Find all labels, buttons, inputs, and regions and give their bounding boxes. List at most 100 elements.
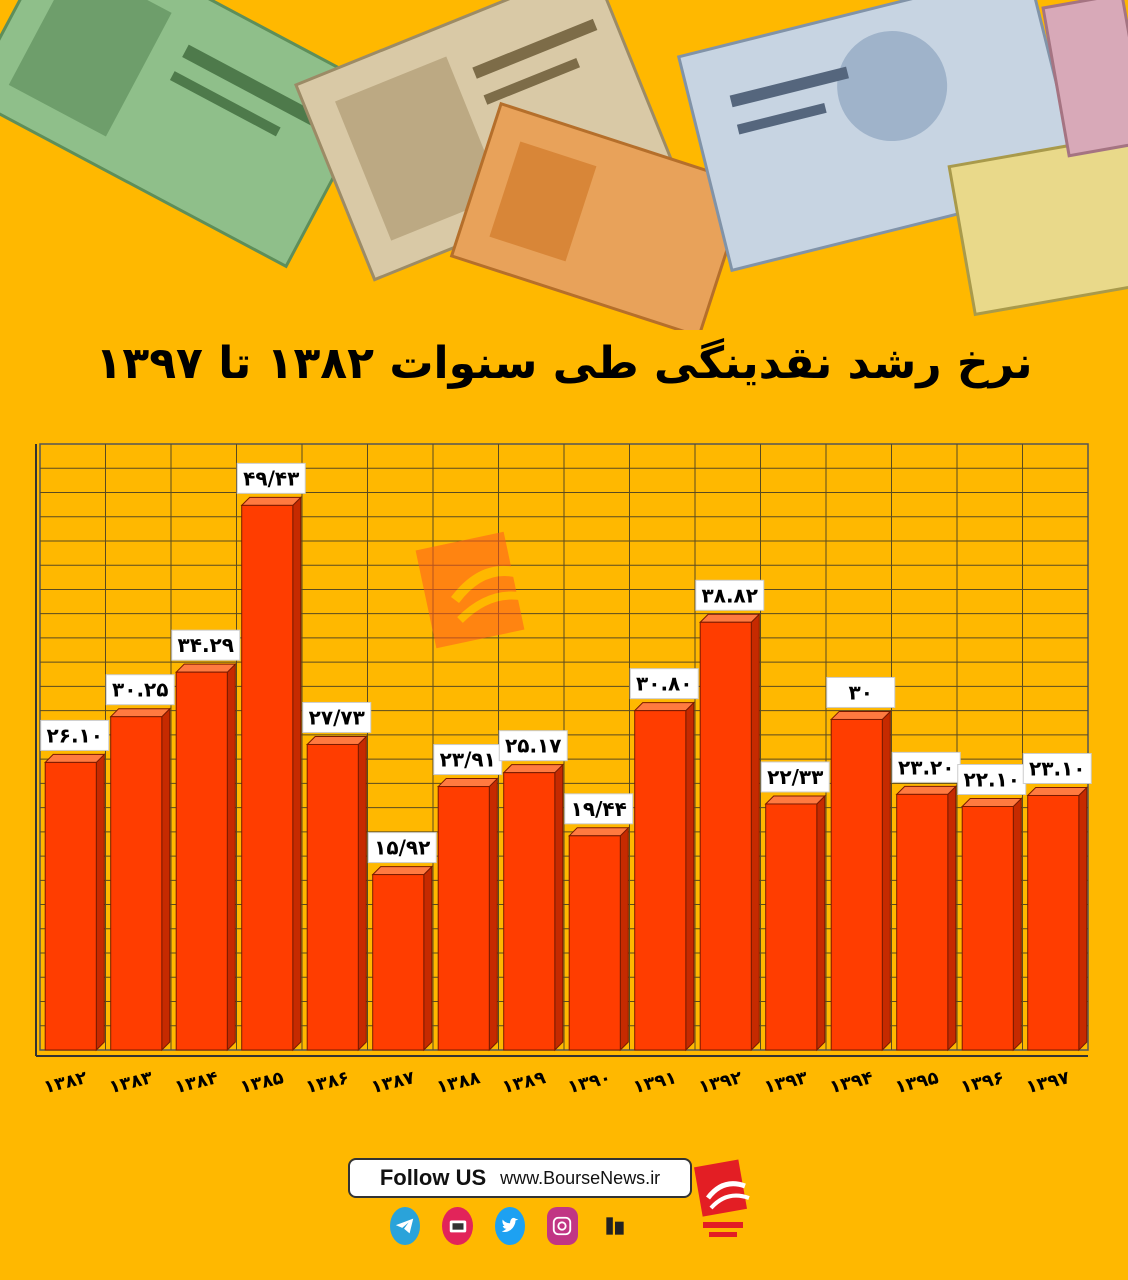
data-label: ۳۰.۸۰ (636, 672, 692, 696)
bar-top (567, 827, 630, 837)
banknote-green (0, 0, 382, 269)
data-label: ۲۳.۱۰ (1029, 756, 1085, 780)
x-tick-label: ۱۳۹۵ (893, 1067, 941, 1098)
banknote-euro (947, 0, 1128, 317)
data-label-box (433, 744, 503, 776)
bar-top (698, 613, 761, 623)
bar-side (619, 826, 629, 1052)
bar-side (750, 613, 760, 1052)
boursenews-watermark-logo (415, 531, 537, 649)
x-tick-label: ۱۳۸۹ (500, 1067, 548, 1098)
x-tick-label: ۱۳۹۷ (1024, 1067, 1072, 1098)
data-label-box (957, 763, 1027, 795)
bar-top (502, 764, 565, 774)
bar (634, 710, 687, 1051)
data-label-box (40, 719, 110, 751)
x-tick-label: ۱۳۸۳ (107, 1067, 155, 1098)
bar-top (109, 708, 172, 718)
bar-side (161, 707, 171, 1052)
data-label-box (171, 629, 241, 661)
x-tick-label: ۱۳۸۲ (42, 1067, 90, 1098)
x-tick-label: ۱۳۹۶ (959, 1067, 1007, 1098)
bar-side (423, 865, 433, 1052)
bar-top (895, 785, 958, 795)
bar (961, 805, 1014, 1051)
bar (896, 793, 949, 1051)
radio-icon[interactable] (599, 1207, 631, 1245)
bar-side (226, 662, 236, 1052)
chart-data-labels: ۲۶.۱۰ ۳۰.۲۵ ۳۴.۲۹ ۴۹/۴۳ ۲۷/۷۳ ۱۵/۹۲ ۲۳/۹۱ ۲۵.۱۷… (40, 462, 1092, 864)
bar-top (174, 663, 237, 673)
bar (1027, 794, 1080, 1051)
x-tick-label: ۱۳۹۴ (828, 1067, 876, 1098)
bar-side (685, 701, 695, 1052)
follow-us-label: Follow US (379, 1165, 487, 1190)
bar-side (1078, 786, 1088, 1052)
bar (372, 874, 425, 1051)
data-label: ۴۹/۴۳ (243, 466, 299, 490)
x-tick-label: ۱۳۹۰ (566, 1067, 614, 1098)
bar-side (357, 735, 367, 1052)
data-label: ۱۵/۹۲ (374, 836, 430, 860)
bar-top (305, 735, 368, 745)
data-label: ۱۹/۴۴ (571, 797, 627, 821)
bar (503, 772, 556, 1051)
data-label-box (105, 674, 175, 706)
bar-top (240, 496, 303, 506)
x-tick-label: ۱۳۹۱ (631, 1067, 679, 1098)
x-tick-label: ۱۳۹۲ (697, 1067, 745, 1098)
bar-side (95, 753, 105, 1052)
data-label: ۳۴.۲۹ (178, 633, 234, 657)
data-label: ۲۲/۳۳ (767, 765, 823, 789)
banknote-brown (294, 0, 674, 282)
chart-x-tick-labels: ۱۳۸۲ ۱۳۸۳ ۱۳۸۴ ۱۳۸۵ ۱۳۸۶ ۱۳۸۷ ۱۳۸۸ ۱۳۸۹ ۱۳۹۰ ۱۳۹۱… (42, 1067, 1072, 1098)
bar-side (816, 794, 826, 1052)
bar-side (1012, 797, 1022, 1052)
bar-top (436, 778, 499, 788)
data-label-box (367, 832, 437, 864)
chart-bars (43, 496, 1089, 1052)
follow-us-bar[interactable]: Follow US www.BourseNews.ir (348, 1158, 692, 1198)
data-label-box (695, 579, 765, 611)
bar-side (947, 785, 957, 1052)
banknote-orange (449, 101, 751, 330)
data-label: ۲۷/۷۳ (309, 705, 365, 729)
data-label-box (498, 730, 568, 762)
data-label-box (302, 701, 372, 733)
bar (437, 786, 490, 1051)
bar (568, 835, 621, 1051)
data-label: ۲۲.۱۰ (964, 767, 1020, 791)
aparat-icon[interactable] (442, 1207, 473, 1245)
data-label: ۲۶.۱۰ (47, 723, 103, 747)
bar-top (764, 795, 827, 805)
bar-side (292, 496, 302, 1052)
x-tick-label: ۱۳۸۷ (369, 1067, 417, 1098)
data-label: ۳۸.۸۲ (702, 583, 758, 607)
bar (699, 621, 752, 1051)
data-label: ۲۵.۱۷ (505, 734, 561, 758)
telegram-icon[interactable] (390, 1207, 421, 1245)
data-label-box (760, 761, 830, 793)
social-icons (390, 1206, 631, 1246)
banknotes-banner (0, 0, 1128, 330)
data-label-box (1022, 752, 1092, 784)
data-label-box (564, 793, 634, 825)
twitter-icon[interactable] (494, 1207, 526, 1245)
bar-chart: ۲۶.۱۰ ۳۰.۲۵ ۳۴.۲۹ ۴۹/۴۳ ۲۷/۷۳ ۱۵/۹۲ ۲۳/۹۱ ۲۵.۱۷… (35, 443, 1092, 1098)
boursenews-logo (694, 1159, 750, 1237)
data-label: ۲۳/۹۱ (440, 748, 496, 772)
x-tick-label: ۱۳۸۵ (238, 1067, 286, 1098)
website-link[interactable]: www.BourseNews.ir (500, 1167, 661, 1188)
bar (765, 803, 818, 1051)
bar-top (829, 710, 892, 720)
data-label-box (891, 751, 961, 783)
bar (306, 743, 359, 1051)
chart-title: نرخ رشد نقدینگی طی سنوات ۱۳۸۲ تا ۱۳۹۷ (95, 338, 1033, 389)
instagram-icon[interactable] (547, 1207, 578, 1245)
data-label: ۲۳.۲۰ (898, 755, 954, 779)
bar (44, 761, 97, 1051)
bar-top (1026, 786, 1089, 796)
bar-side (881, 710, 891, 1052)
bar (110, 716, 163, 1051)
data-label-box (236, 462, 306, 494)
